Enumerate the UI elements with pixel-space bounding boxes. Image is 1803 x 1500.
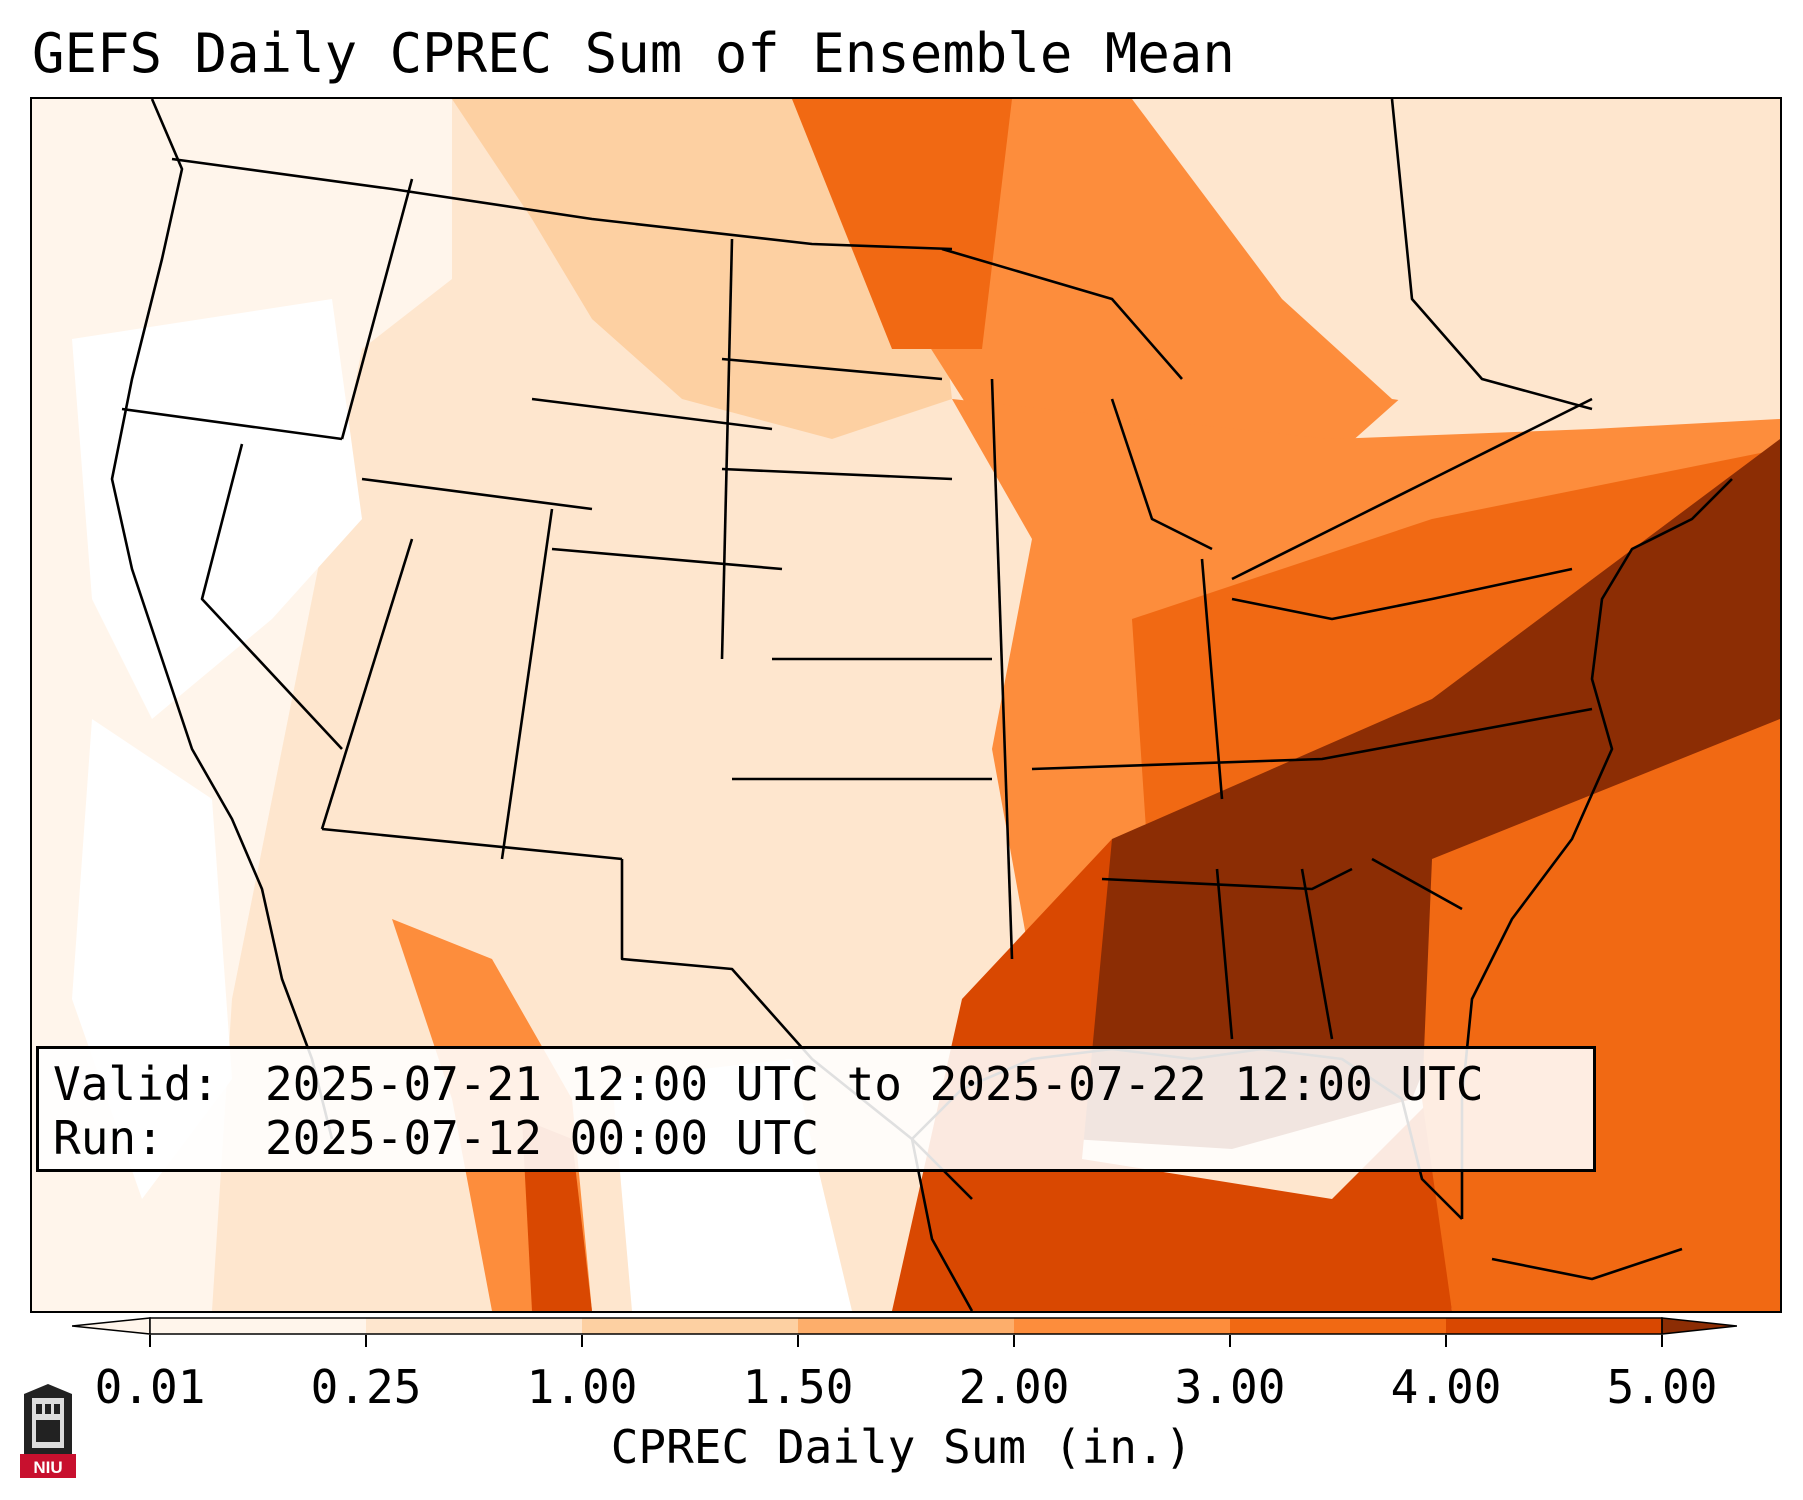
al-ga-border	[1300, 868, 1334, 1040]
run-value: 2025-07-12 00:00 UTC	[265, 1111, 819, 1165]
sc-border	[1371, 857, 1463, 911]
nv-ut-border	[361, 477, 593, 511]
canada-border-west	[171, 157, 953, 251]
wy-border	[531, 397, 773, 431]
or-ca-border	[121, 407, 343, 441]
dakotas-west	[720, 238, 734, 660]
run-label: Run:	[53, 1111, 164, 1165]
michigan	[1110, 398, 1213, 551]
nevada-dry-region	[72, 299, 362, 719]
idaho-border	[340, 178, 414, 440]
colorbar-tick-mark	[797, 1335, 799, 1347]
colorbar-tick-mark	[1661, 1335, 1663, 1347]
sd-ne-border	[721, 467, 953, 481]
colorbar-tick-mark	[581, 1335, 583, 1347]
colorbar-tick-label: 0.01	[94, 1360, 206, 1414]
colorbar-tick-label: 4.00	[1390, 1360, 1502, 1414]
colorbar-segment-2	[366, 1318, 582, 1334]
colorbar-tick-mark	[1229, 1335, 1231, 1347]
az-nm-border	[321, 827, 623, 861]
colorbar-segment-7	[1446, 1318, 1662, 1334]
ut-co-border	[500, 508, 554, 860]
southeast-extreme-region	[1072, 439, 1780, 1149]
colorbar-segment-4	[798, 1318, 1014, 1334]
colorbar-tick-label: 0.25	[310, 1360, 422, 1414]
lake-superior	[941, 247, 1183, 380]
colorbar-max-arrow	[1661, 1317, 1737, 1335]
colorbar-tick-mark	[149, 1335, 151, 1347]
colorbar	[72, 1317, 1737, 1335]
colorbar-tick-mark	[1445, 1335, 1447, 1347]
north-dakota-region	[792, 99, 1012, 349]
pacific-coastline	[110, 99, 334, 1140]
colorbar-segment-5	[1014, 1318, 1230, 1334]
ca-nv-border	[200, 443, 343, 750]
pa-ny-border	[1231, 567, 1573, 621]
indiana-border	[1200, 558, 1224, 800]
colorbar-segment-3	[582, 1318, 798, 1334]
northeast-light-region	[1132, 99, 1780, 429]
lake-erie-ontario	[1231, 397, 1593, 581]
niu-logo: NIU	[20, 1384, 76, 1480]
colorbar-segment-1	[150, 1318, 366, 1334]
valid-run-info-box: Valid: 2025-07-21 12:00 UTC to 2025-07-2…	[36, 1046, 1596, 1172]
al-ms-border	[1215, 868, 1234, 1040]
colorbar-tick-label: 1.00	[526, 1360, 638, 1414]
colorbar-tick-label: 5.00	[1606, 1360, 1718, 1414]
cuba-outline	[1491, 1247, 1683, 1281]
nv-ut-south	[320, 538, 414, 830]
colorbar-tick-label: 3.00	[1174, 1360, 1286, 1414]
gulf-states-border	[1101, 867, 1353, 891]
chart-title: GEFS Daily CPREC Sum of Ensemble Mean	[32, 22, 1235, 85]
run-row: Run: 2025-07-12 00:00 UTC	[53, 1111, 1579, 1165]
colorbar-tick-label: 1.50	[742, 1360, 854, 1414]
central-meridian	[990, 378, 1014, 960]
mexico-coast	[910, 1138, 974, 1311]
quebec-border	[1390, 99, 1593, 411]
niu-logo-graphic: NIU	[20, 1384, 76, 1478]
colorbar-segment-6	[1230, 1318, 1446, 1334]
colorbar-min-arrow	[72, 1317, 151, 1335]
valid-row: Valid: 2025-07-21 12:00 UTC to 2025-07-2…	[53, 1057, 1579, 1111]
nd-sd-border	[721, 357, 943, 381]
tn-nc-border	[1031, 707, 1593, 771]
co-border	[551, 547, 783, 571]
colorbar-tick-mark	[365, 1335, 367, 1347]
colorbar-outline	[149, 1317, 1663, 1335]
valid-value: 2025-07-21 12:00 UTC to 2025-07-22 12:00…	[265, 1057, 1484, 1111]
gulf-heavy-region	[892, 839, 1452, 1311]
valid-label: Valid:	[53, 1057, 220, 1111]
niu-logo-text: NIU	[33, 1458, 62, 1477]
colorbar-tick-label: 2.00	[958, 1360, 1070, 1414]
colorbar-label: CPREC Daily Sum (in.)	[610, 1420, 1193, 1474]
atlantic-coastline	[1460, 478, 1733, 1219]
colorbar-tick-mark	[1013, 1335, 1015, 1347]
